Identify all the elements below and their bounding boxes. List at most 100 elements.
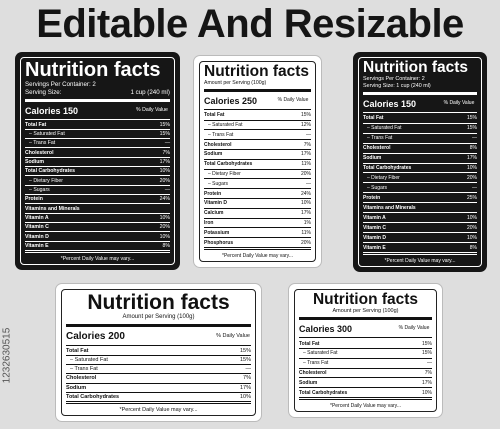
nutrient-row: – Dietary Fiber 20% [363, 173, 477, 184]
nutrient-value: — [245, 366, 252, 373]
nutrient-name: Potassium [204, 229, 230, 236]
nutrient-row: Vitamins and Minerals [25, 204, 170, 214]
nutrient-value: 8% [469, 244, 477, 251]
nutrient-name: Vitamin E [363, 244, 386, 251]
nutrient-name: Cholesterol [66, 375, 97, 382]
nutrient-value: 7% [303, 141, 311, 148]
label-footer: *Percent Daily Value may vary... [330, 403, 401, 409]
nutrient-name: Calcium [204, 210, 224, 217]
nutrient-name: Vitamin C [363, 224, 386, 231]
nutrient-value: 17% [300, 151, 311, 158]
serving-text: Serving Size: [25, 88, 62, 96]
nutrient-value: 24% [159, 196, 170, 203]
nutrient-row: – Saturated Fat 15% [363, 124, 477, 134]
nutrient-row: Cholesterol 8% [363, 144, 477, 154]
label-footer: *Percent Daily Value may vary... [60, 256, 135, 262]
serving-line: Amount per Serving (100g) [299, 308, 432, 315]
rule [25, 118, 170, 120]
calories: Calories 200 [66, 330, 125, 342]
nutrient-row: – Trans Fat — [299, 359, 432, 369]
nutrient-value: 1% [303, 219, 311, 226]
daily-value-header: % Daily Value [443, 100, 475, 107]
nutrient-name: Vitamin D [25, 233, 49, 240]
nutrient-row: – Dietary Fiber 20% [25, 176, 170, 186]
rule [25, 98, 170, 102]
rule [66, 344, 251, 346]
calories: Calories 150 [363, 98, 417, 109]
nutrient-name: – Trans Fat [303, 360, 329, 367]
nutrient-row: Cholesterol 7% [66, 374, 251, 384]
nutrient-value: 20% [300, 170, 311, 177]
nutrient-name: Protein [204, 190, 222, 197]
watermark: 1232630515 [1, 327, 13, 384]
label-title: Nutrition facts [204, 63, 310, 80]
nutrient-name: Vitamin C [25, 224, 49, 231]
nutrient-name: – Saturated Fat [208, 121, 243, 128]
nutrient-value: 20% [466, 174, 477, 181]
nutrient-row: Total Carbohydrates 10% [363, 164, 477, 174]
nutrient-value: 20% [300, 239, 311, 246]
nutrient-row: Total Carbohydrates 10% [299, 388, 432, 399]
nutrient-value: — [306, 131, 311, 138]
nutrient-row: – Saturated Fat 15% [25, 130, 170, 140]
label-title: Nutrition facts [363, 59, 469, 76]
nutrient-value: 15% [466, 125, 477, 132]
nutrient-row: Vitamin A 10% [363, 213, 477, 224]
nutrient-name: Total Fat [204, 112, 225, 119]
nutrient-name: Vitamin D [363, 234, 386, 241]
nutrient-name: Vitamin A [363, 214, 386, 221]
nutrient-value: 11% [301, 161, 311, 168]
nutrient-name: Vitamins and Minerals [363, 204, 416, 211]
nutrient-value: 15% [159, 130, 170, 137]
rule [299, 317, 432, 321]
nutrient-value: 20% [466, 224, 477, 231]
nutrient-row: Total Fat 15% [204, 111, 311, 121]
nutrient-rows: Total Fat 15% – Saturated Fat 15% – Trans Fa… [363, 114, 477, 254]
serving-line: Servings Per Container: 2 [25, 81, 170, 89]
nutrient-value: 17% [421, 379, 432, 386]
calories-row: Calories 200 % Daily Value [66, 329, 251, 344]
nutrient-name: – Trans Fat [367, 135, 393, 142]
nutrient-name: Cholesterol [25, 149, 54, 156]
nutrient-row: Iron 1% [204, 219, 311, 229]
label-frame: Nutrition facts Servings Per Container: 2… [358, 57, 482, 267]
daily-value-header: % Daily Value [216, 333, 250, 340]
nutrient-value: 17% [159, 158, 170, 165]
rule [66, 323, 251, 327]
nutrient-name: Total Carbohydrates [25, 168, 76, 175]
nutrient-row: Protein 24% [25, 195, 170, 205]
nutrient-name: Protein [363, 194, 381, 201]
nutrient-value: — [427, 360, 432, 367]
nutrient-value: 8% [162, 242, 171, 249]
nutrient-name: Total Carbohydrates [66, 393, 120, 400]
calories-row: Calories 300 % Daily Value [299, 322, 432, 336]
nutrient-row: – Sugars — [204, 179, 311, 190]
nutrient-row: Phosphorus 20% [204, 238, 311, 248]
nutrient-row: Total Fat 15% [299, 339, 432, 349]
nutrient-row: – Trans Fat — [66, 365, 252, 375]
nutrient-value: 20% [159, 177, 170, 184]
nutrient-rows: Total Fat 15% – Saturated Fat 12% – Trans Fa… [204, 111, 311, 248]
serving-text: Amount per Serving (100g) [332, 308, 399, 315]
nutrient-name: Protein [25, 196, 43, 203]
nutrient-row: – Dietary Fiber 20% [204, 170, 311, 180]
calories-row: Calories 250 % Daily Value [204, 94, 311, 108]
nutrient-name: Cholesterol [299, 369, 327, 376]
nutrient-value: 15% [239, 356, 251, 363]
nutrient-value: 7% [162, 149, 171, 156]
rule [66, 403, 251, 404]
nutrient-value: 15% [466, 115, 477, 122]
nutrient-name: – Saturated Fat [303, 350, 338, 357]
nutrient-row: Sodium 17% [299, 378, 432, 389]
nutrient-value: 11% [301, 229, 311, 236]
nutrient-value: 7% [243, 375, 251, 382]
nutrient-value: 15% [421, 340, 432, 347]
label-frame: Nutrition facts Amount per Serving (100g)… [61, 289, 256, 416]
nutrient-value: 24% [300, 190, 311, 197]
rule [204, 108, 311, 110]
label-frame: Nutrition facts Servings Per Container: 2… [20, 57, 175, 265]
serving-text: Serving Size: 1 cup (240 ml) [363, 83, 431, 90]
nutrient-name: Phosphorus [204, 239, 234, 246]
nutrient-name: Total Carbohydrates [363, 165, 412, 171]
daily-value-header: % Daily Value [398, 325, 430, 332]
